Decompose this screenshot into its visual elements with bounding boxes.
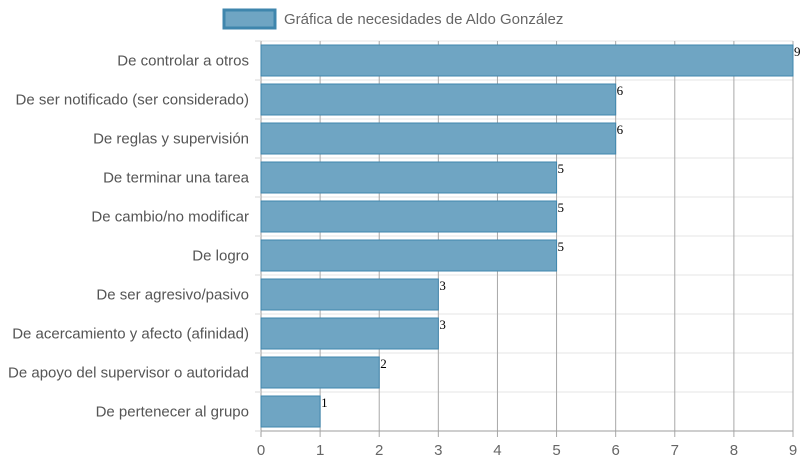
category-label: De reglas y supervisión xyxy=(93,131,249,148)
value-label: 6 xyxy=(617,83,624,98)
legend-label: Gráfica de necesidades de Aldo González xyxy=(284,11,563,28)
value-label: 3 xyxy=(439,278,446,293)
category-label: De pertenecer al grupo xyxy=(96,404,249,421)
value-label: 3 xyxy=(439,317,446,332)
bars xyxy=(260,44,794,428)
value-label: 5 xyxy=(558,161,565,176)
x-axis: 0 1 2 3 4 5 6 7 8 9 xyxy=(257,442,797,459)
bar xyxy=(260,278,439,311)
bar xyxy=(260,161,558,194)
bar xyxy=(260,356,380,389)
value-label: 2 xyxy=(380,356,387,371)
x-tick-label: 9 xyxy=(789,442,797,459)
category-label: De terminar una tarea xyxy=(103,170,250,187)
category-label: De logro xyxy=(192,248,249,265)
legend-swatch xyxy=(222,8,277,30)
x-tick-label: 8 xyxy=(730,442,738,459)
value-label: 6 xyxy=(617,122,624,137)
x-tick-label: 5 xyxy=(552,442,560,459)
category-label: De ser notificado (ser considerado) xyxy=(16,92,249,109)
value-labels: 9 6 6 5 5 5 3 3 2 1 xyxy=(321,44,800,410)
x-tick-label: 6 xyxy=(611,442,619,459)
bar xyxy=(260,317,439,350)
category-label: De apoyo del supervisor o autoridad xyxy=(8,365,249,382)
x-tick-label: 3 xyxy=(434,442,442,459)
value-label: 5 xyxy=(558,239,565,254)
category-label: De controlar a otros xyxy=(117,53,249,70)
category-label: De ser agresivo/pasivo xyxy=(96,287,249,304)
bar xyxy=(260,239,558,272)
value-label: 5 xyxy=(558,200,565,215)
x-tick-label: 7 xyxy=(671,442,679,459)
value-label: 1 xyxy=(321,395,328,410)
bar xyxy=(260,122,617,155)
bar xyxy=(260,83,617,116)
x-tick-label: 4 xyxy=(493,442,501,459)
category-label: De cambio/no modificar xyxy=(91,209,249,226)
bar xyxy=(260,200,558,233)
bar xyxy=(260,395,321,428)
category-label: De acercamiento y afecto (afinidad) xyxy=(12,326,249,343)
x-tick-label: 0 xyxy=(257,442,265,459)
bar xyxy=(260,44,794,77)
legend: Gráfica de necesidades de Aldo González xyxy=(222,8,563,30)
category-labels: De controlar a otros De ser notificado (s… xyxy=(8,53,250,421)
x-tick-label: 1 xyxy=(316,442,324,459)
x-tick-label: 2 xyxy=(375,442,383,459)
value-label: 9 xyxy=(794,44,800,59)
